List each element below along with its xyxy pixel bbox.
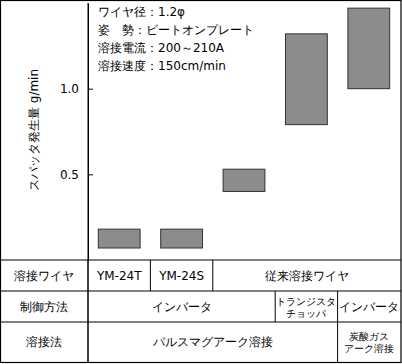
bar bbox=[98, 229, 140, 248]
table-line bbox=[212, 260, 213, 291]
table-cell: 制御方法 bbox=[20, 300, 68, 314]
axis-title: スパッタ発生量 g/min bbox=[27, 69, 41, 191]
table-cell: YM-24S bbox=[158, 269, 204, 283]
table-line bbox=[1, 291, 402, 292]
table-line bbox=[1, 322, 402, 323]
annotation: 溶接速度：150cm/min bbox=[98, 59, 226, 73]
bar bbox=[285, 34, 327, 125]
table-cell: 従来溶接ワイヤ bbox=[265, 269, 349, 283]
table-cell: 溶接法 bbox=[26, 335, 62, 349]
chart: 0.5 1.0 スパッタ発生量 g/min ワイヤ径：1.2φ 姿 勢：ビートオンプレー… bbox=[0, 0, 402, 364]
annotations: ワイヤ径：1.2φ 姿 勢：ビートオンプレート溶接電流：200～210A 溶接速度：… bbox=[98, 5, 254, 73]
table-cell: トランジスタチョッパ bbox=[276, 296, 336, 319]
table-line bbox=[1, 260, 402, 261]
table-cell: パルスマグアーク溶接 bbox=[152, 335, 273, 349]
table: 溶接ワイヤYM-24TYM-24S従来溶接ワイヤ制御方法インバータトランジスタチ… bbox=[1, 3, 402, 363]
table-line bbox=[88, 291, 89, 322]
table-line bbox=[337, 291, 338, 322]
table-cell: 溶接ワイヤ bbox=[14, 269, 74, 283]
table-line bbox=[337, 322, 338, 362]
table-line bbox=[88, 3, 89, 363]
annotation: 溶接電流：200～210A bbox=[98, 41, 225, 55]
bar bbox=[161, 229, 203, 248]
table-cell: インバータ bbox=[152, 300, 212, 314]
tick-mark bbox=[88, 174, 93, 175]
bar bbox=[223, 169, 265, 191]
table-cell: 炭酸ガスアーク溶接 bbox=[344, 331, 394, 354]
table-line bbox=[88, 260, 89, 291]
annotation: ワイヤ径：1.2φ bbox=[98, 5, 185, 19]
tick-label: 1.0 bbox=[60, 82, 79, 96]
table-line bbox=[88, 322, 89, 362]
tick-label: 0.5 bbox=[60, 168, 79, 182]
table-line bbox=[150, 260, 151, 291]
table-cell: インバータ bbox=[339, 300, 399, 314]
bar bbox=[348, 8, 390, 89]
frame bbox=[1, 1, 402, 363]
table-cell: YM-24T bbox=[96, 269, 142, 283]
bars bbox=[98, 8, 389, 248]
tick-mark bbox=[88, 89, 93, 90]
annotation: 姿 勢：ビートオンプレート bbox=[98, 23, 254, 37]
